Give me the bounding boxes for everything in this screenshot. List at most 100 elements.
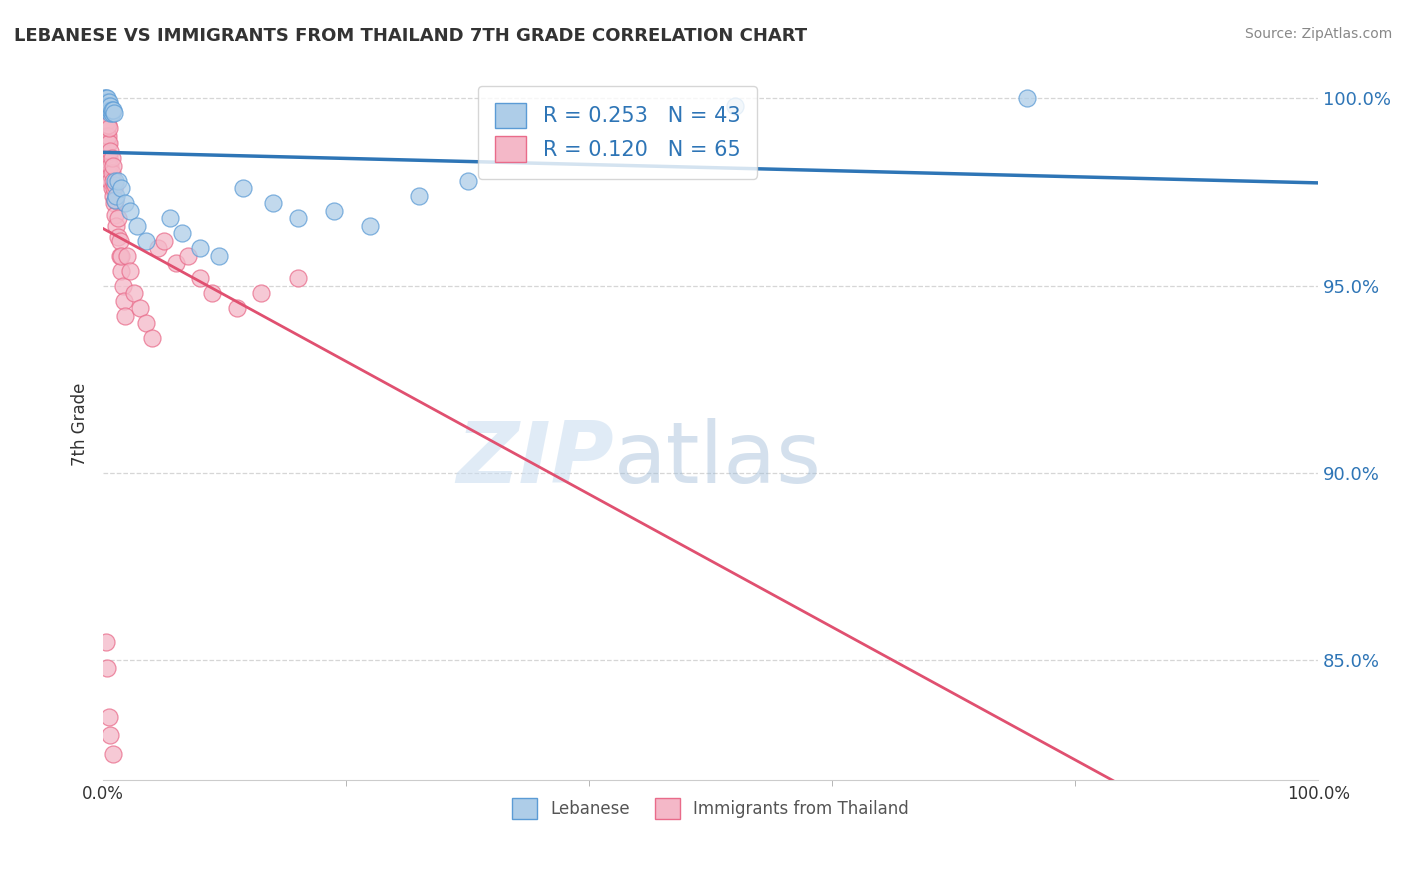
Point [101, 747, 124, 761]
Point [96, 114, 118, 128]
Point [110, 264, 132, 278]
Point [96, 147, 118, 161]
Point [287, 271, 309, 285]
Point [101, 159, 124, 173]
Point [135, 234, 157, 248]
Text: LEBANESE VS IMMIGRANTS FROM THAILAND 7TH GRADE CORRELATION CHART: LEBANESE VS IMMIGRANTS FROM THAILAND 7TH… [14, 27, 807, 45]
Point [225, 301, 247, 316]
Point [207, 249, 229, 263]
Point [172, 227, 194, 241]
Point [96, 661, 118, 675]
Point [100, 152, 122, 166]
Point [114, 309, 136, 323]
Point [96, 99, 118, 113]
Point [108, 234, 131, 248]
Point [98, 152, 121, 166]
Point [104, 193, 127, 207]
Point [97, 118, 120, 132]
Point [93, 114, 115, 128]
Point [93, 91, 115, 105]
Point [104, 178, 127, 192]
Point [100, 159, 122, 173]
Point [122, 286, 145, 301]
Point [93, 106, 115, 120]
Point [97, 128, 120, 143]
Point [94, 114, 117, 128]
Point [232, 181, 254, 195]
Point [100, 106, 122, 120]
Point [94, 106, 117, 120]
Legend: Lebanese, Immigrants from Thailand: Lebanese, Immigrants from Thailand [505, 792, 915, 825]
Point [100, 728, 122, 742]
Point [104, 193, 127, 207]
Point [97, 159, 120, 173]
Point [100, 181, 122, 195]
Point [323, 203, 346, 218]
Point [93, 99, 115, 113]
Point [107, 174, 129, 188]
Point [97, 136, 120, 151]
Point [117, 249, 139, 263]
Point [100, 103, 122, 117]
Point [94, 99, 117, 113]
Point [104, 174, 127, 188]
Point [93, 128, 115, 143]
Point [94, 91, 117, 105]
Point [177, 249, 200, 263]
Point [724, 99, 747, 113]
Point [128, 301, 150, 316]
Point [101, 174, 124, 188]
Point [114, 196, 136, 211]
Point [94, 136, 117, 151]
Point [159, 211, 181, 226]
Point [100, 106, 122, 120]
Point [94, 121, 117, 136]
Point [110, 249, 132, 263]
Point [100, 99, 122, 113]
Point [100, 166, 122, 180]
Point [94, 99, 117, 113]
Point [96, 95, 118, 110]
Point [188, 271, 211, 285]
Point [359, 219, 381, 233]
Point [108, 249, 131, 263]
Point [107, 230, 129, 244]
Point [94, 99, 117, 113]
Point [105, 219, 128, 233]
Point [118, 264, 141, 278]
Point [101, 189, 124, 203]
Point [165, 256, 187, 270]
Point [408, 189, 430, 203]
Point [188, 241, 211, 255]
Point [201, 286, 224, 301]
Point [96, 91, 118, 105]
Point [97, 99, 120, 113]
Point [98, 166, 121, 180]
Text: atlas: atlas [613, 418, 821, 501]
Y-axis label: 7th Grade: 7th Grade [72, 383, 89, 467]
Point [135, 316, 157, 330]
Point [1015, 91, 1038, 105]
Point [94, 634, 117, 648]
Point [250, 286, 273, 301]
Point [98, 136, 121, 151]
Point [100, 144, 122, 158]
Point [153, 234, 176, 248]
Point [100, 103, 122, 117]
Point [146, 241, 169, 255]
Point [112, 293, 135, 308]
Point [110, 181, 132, 195]
Point [98, 95, 121, 110]
Point [287, 211, 309, 226]
Point [103, 196, 125, 211]
Point [104, 208, 127, 222]
Point [93, 99, 115, 113]
Point [103, 106, 125, 120]
Point [100, 174, 122, 188]
Point [127, 219, 149, 233]
Point [111, 278, 134, 293]
Point [98, 121, 121, 136]
Point [98, 103, 121, 117]
Point [262, 196, 284, 211]
Text: ZIP: ZIP [456, 418, 613, 501]
